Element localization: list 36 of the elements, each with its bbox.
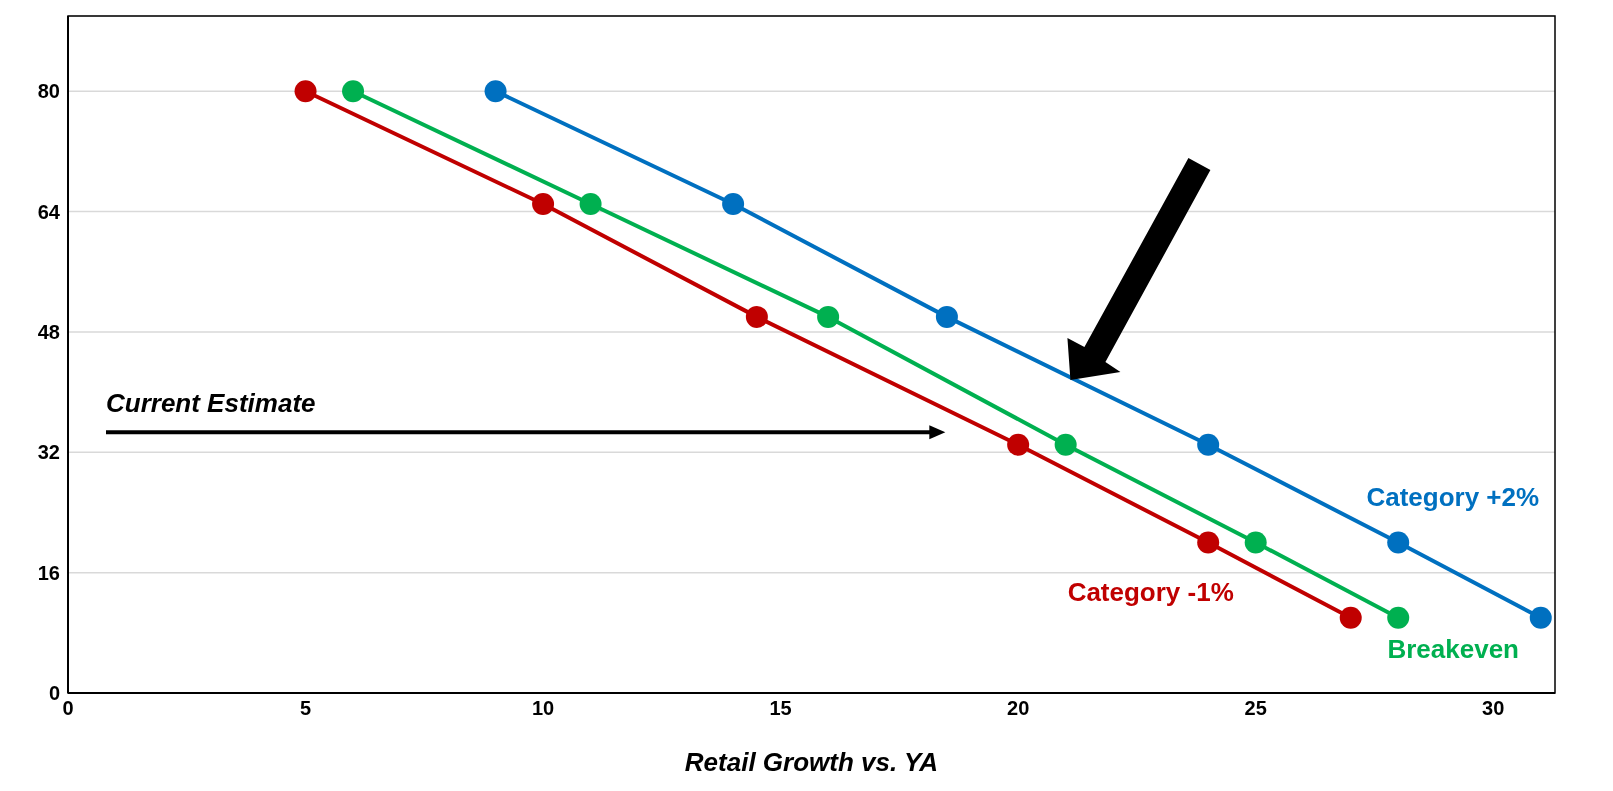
x-tick-label: 25 (1244, 697, 1267, 720)
point (1244, 531, 1267, 554)
x-tick-label: 5 (299, 697, 312, 720)
y-tick-label: 0 (48, 682, 60, 705)
point (1529, 606, 1552, 629)
point (722, 193, 745, 216)
x-tick-label: 20 (1007, 697, 1030, 720)
x-tick-label: 15 (769, 697, 792, 720)
y-tick-label: 16 (37, 561, 60, 584)
point (579, 193, 602, 216)
point (1339, 606, 1362, 629)
y-tick-label: 32 (37, 441, 60, 464)
point (1054, 433, 1077, 456)
y-tick-label: 80 (37, 80, 60, 103)
series-label: Category +2% (1366, 481, 1540, 512)
point (1197, 531, 1220, 554)
x-axis-title: Retail Growth vs. YA (684, 747, 939, 777)
series-label: Category -1% (1067, 576, 1234, 607)
point (294, 80, 317, 103)
point (817, 305, 840, 328)
series-label: Breakeven (1387, 633, 1519, 664)
point (1387, 606, 1410, 629)
point (1387, 531, 1410, 554)
point (1007, 433, 1030, 456)
point (484, 80, 507, 103)
y-tick-label: 64 (37, 200, 61, 223)
point (1197, 433, 1220, 456)
x-tick-label: 10 (531, 697, 555, 720)
x-tick-label: 30 (1482, 697, 1505, 720)
point (532, 193, 555, 216)
point (935, 305, 958, 328)
annotation: Current Estimate (106, 388, 316, 419)
y-tick-label: 48 (37, 321, 60, 344)
point (342, 80, 365, 103)
x-tick-label: 0 (62, 697, 74, 720)
point (745, 305, 768, 328)
